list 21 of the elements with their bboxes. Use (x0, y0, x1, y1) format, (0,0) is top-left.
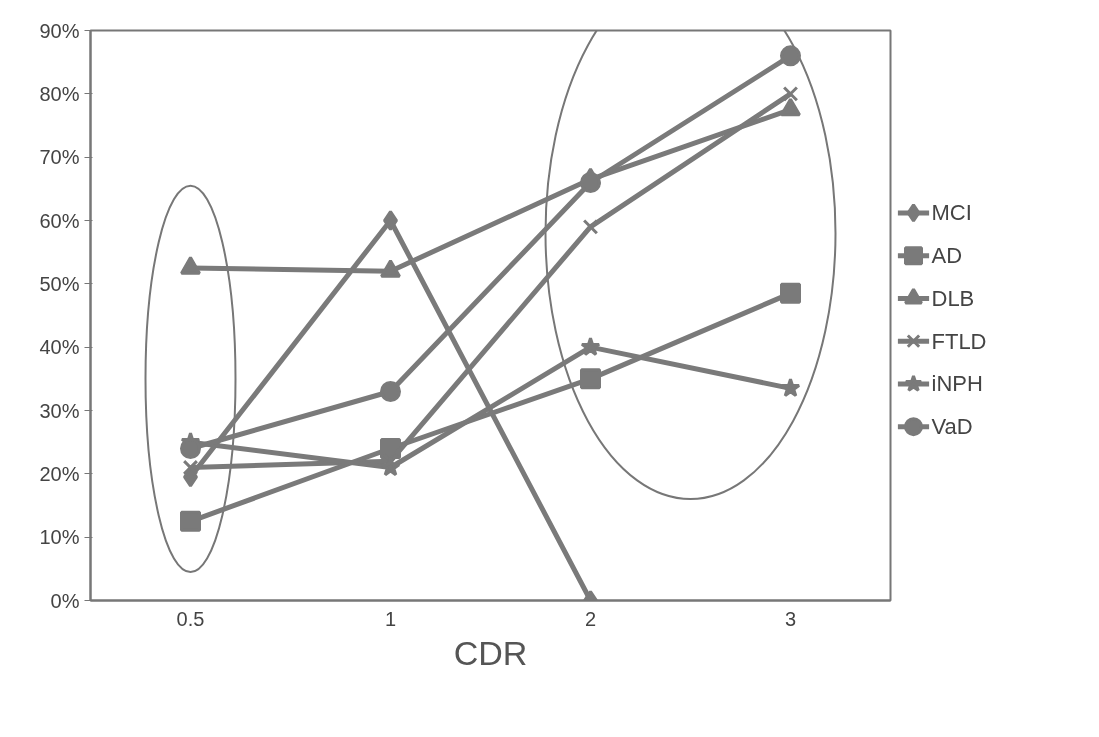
legend-label: iNPH (931, 371, 983, 397)
y-tick-label: 10% (39, 526, 80, 549)
legend-label: AD (931, 243, 963, 269)
y-tick-label: 80% (39, 82, 80, 105)
y-tick-label: 50% (39, 272, 80, 295)
y-tick-label: 30% (39, 399, 80, 422)
y-tick-label: 90% (39, 19, 80, 42)
y-tick-label: 20% (39, 462, 80, 485)
y-tick-label: 40% (39, 336, 80, 359)
x-tick-label: 2 (584, 607, 597, 630)
x-tick-label: 1 (384, 607, 397, 630)
y-tick-label: 70% (39, 146, 80, 169)
x-tick-label: 3 (784, 607, 797, 630)
legend-label: DLB (931, 285, 975, 311)
x-axis-title: CDR (453, 633, 528, 672)
legend-label: MCI (931, 200, 972, 226)
x-tick-label: 0.5 (176, 607, 205, 630)
legend-label: VaD (931, 414, 973, 440)
y-tick-label: 0% (50, 589, 80, 612)
y-tick-label: 60% (39, 209, 80, 232)
legend-label: FTLD (931, 328, 987, 354)
